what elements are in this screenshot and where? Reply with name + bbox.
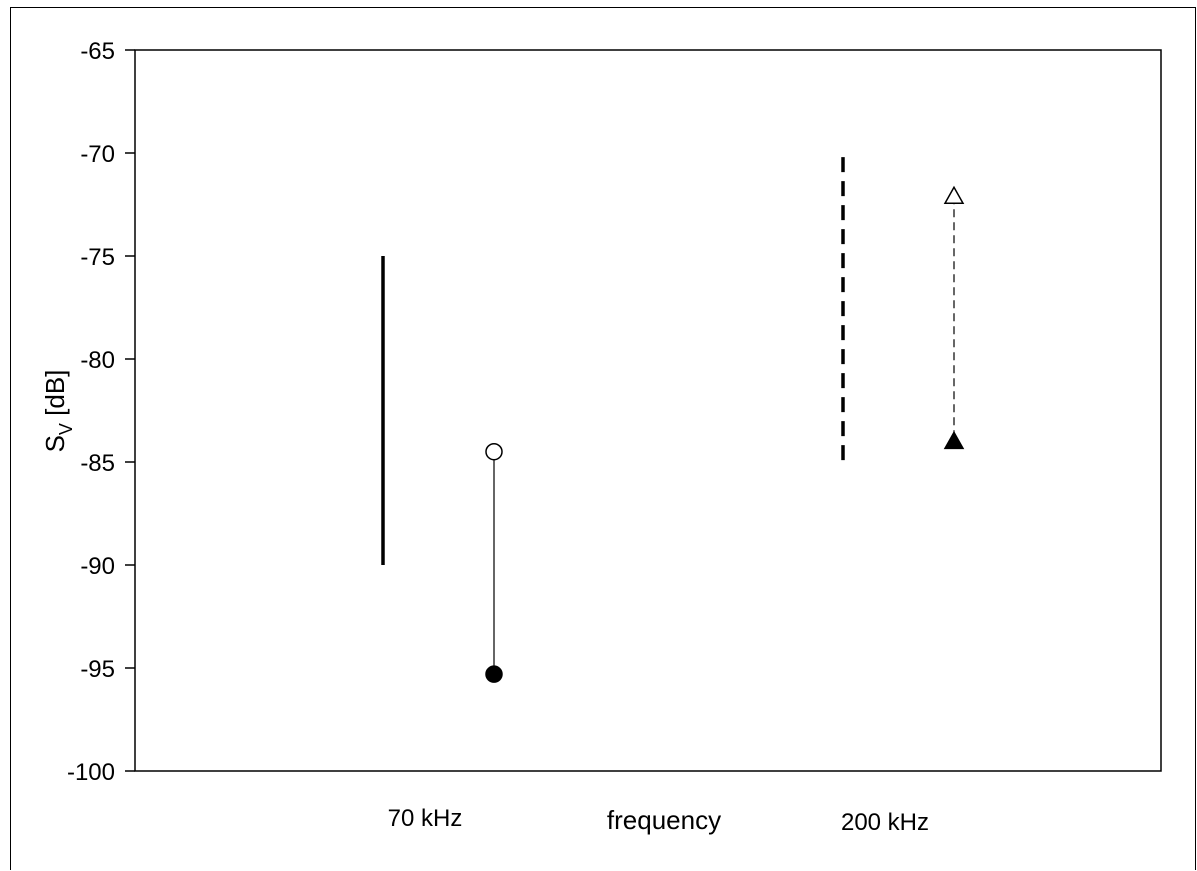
data-series	[381, 157, 965, 683]
filled-triangle-marker	[943, 430, 965, 450]
y-tick-label: -100	[67, 759, 115, 786]
x-axis: 70 kHz 200 kHz	[388, 805, 929, 836]
y-tick-label: -85	[80, 450, 115, 477]
y-tick-label: -65	[80, 38, 115, 65]
y-tick-label: -75	[80, 244, 115, 271]
open-circle-marker	[485, 442, 503, 461]
x-axis-label: frequency	[607, 805, 721, 835]
y-tick-label: -90	[80, 553, 115, 580]
open-triangle-marker	[943, 185, 965, 205]
plot-area	[134, 49, 1162, 772]
x-tick-label: 200 kHz	[841, 809, 929, 836]
x-tick-label: 70 kHz	[388, 805, 463, 832]
y-axis-label: SV [dB]	[40, 370, 76, 453]
range-series-2	[485, 442, 503, 683]
y-tick-label: -95	[80, 656, 115, 683]
chart-frame	[10, 7, 1196, 870]
range-series-4	[943, 185, 965, 450]
y-tick-label: -70	[80, 141, 115, 168]
y-tick-label: -80	[80, 347, 115, 374]
y-axis: -65 -70 -75 -80 -85 -90 -95 -100	[67, 38, 135, 786]
filled-circle-marker	[485, 665, 503, 683]
